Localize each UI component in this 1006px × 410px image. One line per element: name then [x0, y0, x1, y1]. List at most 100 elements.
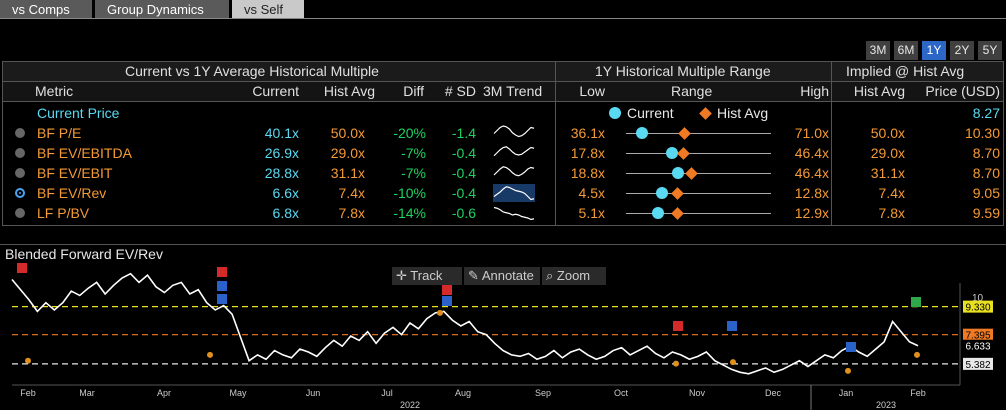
period-2y-button[interactable]: 2Y — [950, 41, 974, 60]
table-row[interactable]: BF EV/EBITDA 26.9x 29.0x -7% -0.4 17.8x 46.4x 2… — [3, 143, 1003, 163]
hist-avg-marker — [678, 127, 691, 140]
col-header-metric[interactable]: Metric — [35, 82, 73, 101]
event-marker — [673, 361, 679, 367]
col-header-diff[interactable]: Diff — [378, 82, 424, 101]
table-row[interactable]: BF EV/EBIT 28.8x 31.1x -7% -0.4 18.8x 46.4x 31.… — [3, 163, 1003, 183]
metric-label: LF P/BV — [37, 203, 89, 223]
event-flag-icon — [442, 296, 452, 306]
col-header-high[interactable]: High — [773, 82, 829, 101]
diff-value: -7% — [378, 143, 426, 163]
x-tick-label: Mar — [79, 388, 95, 398]
sd-value: -0.4 — [428, 163, 476, 183]
lower-band-label: 5.382 — [965, 360, 990, 371]
col-header-implied-hist-avg[interactable]: Hist Avg — [835, 82, 905, 101]
event-marker — [845, 368, 851, 374]
col-header-range[interactable]: Range — [671, 82, 712, 101]
sd-value: -0.4 — [428, 143, 476, 163]
range-track — [626, 153, 771, 154]
trend-line — [494, 126, 534, 137]
trend-sparkline — [493, 164, 535, 182]
event-marker — [207, 352, 213, 358]
trend-line — [494, 208, 534, 220]
metric-label: BF EV/EBIT — [37, 163, 112, 183]
current-marker — [636, 127, 648, 139]
col-header-low[interactable]: Low — [555, 82, 605, 101]
tab-divider — [0, 18, 1006, 19]
row-select-radio[interactable] — [15, 168, 25, 178]
low-value: 5.1x — [555, 203, 605, 223]
current-marker — [666, 147, 678, 159]
implied-hist-avg-value: 7.4x — [835, 183, 905, 203]
hist-avg-marker — [677, 147, 690, 160]
x-tick-label: Jul — [381, 388, 393, 398]
tab-vs-self[interactable]: vs Self — [232, 0, 304, 19]
table-row[interactable]: BF P/E 40.1x 50.0x -20% -1.4 36.1x 71.0x 50.0x 1… — [3, 123, 1003, 143]
range-track — [626, 193, 771, 194]
period-5y-button[interactable]: 5Y — [978, 41, 1002, 60]
range-track — [626, 173, 771, 174]
x-tick-label: Jun — [306, 388, 321, 398]
tab-bar: vs Comps Group Dynamics vs Self — [0, 0, 1006, 19]
event-flag-icon — [217, 294, 227, 304]
event-flag-icon — [442, 285, 452, 295]
row-select-radio[interactable] — [15, 148, 25, 158]
event-marker — [25, 358, 31, 364]
col-header-price-usd[interactable]: Price (USD) — [908, 82, 1000, 101]
high-value: 46.4x — [773, 143, 829, 163]
current-price-label: Current Price — [37, 103, 119, 123]
high-value: 46.4x — [773, 163, 829, 183]
legend-hist-avg-marker — [699, 107, 712, 120]
chart-divider — [0, 244, 1006, 245]
event-flag-icon — [727, 321, 737, 331]
current-value-label: 6.633 — [965, 342, 990, 353]
diff-value: -14% — [378, 203, 426, 223]
metric-label: BF EV/EBITDA — [37, 143, 132, 163]
hist-avg-marker — [671, 207, 684, 220]
group-header-range: 1Y Historical Multiple Range — [595, 62, 771, 81]
range-track — [626, 213, 771, 214]
trend-line — [494, 167, 534, 176]
row-select-radio[interactable] — [15, 188, 25, 198]
period-3m-button[interactable]: 3M — [866, 41, 890, 60]
hist-avg-value: 29.0x — [303, 143, 365, 163]
x-tick-label: Nov — [689, 388, 706, 398]
trend-sparkline — [493, 204, 535, 222]
hist-avg-marker — [685, 167, 698, 180]
x-tick-label: Oct — [614, 388, 629, 398]
trend-sparkline — [493, 184, 535, 202]
diff-value: -10% — [378, 183, 426, 203]
ev-rev-series — [12, 274, 918, 374]
x-tick-label: Jan — [839, 388, 854, 398]
row-select-radio[interactable] — [15, 128, 25, 138]
metric-label: BF P/E — [37, 123, 81, 143]
tab-group-dynamics[interactable]: Group Dynamics — [95, 0, 229, 19]
table-row[interactable]: BF EV/Rev 6.6x 7.4x -10% -0.4 4.5x 12.8x 7.4x 9.… — [3, 183, 1003, 203]
low-value: 36.1x — [555, 123, 605, 143]
legend-hist-avg-label: Hist Avg — [717, 103, 768, 123]
col-header-sd[interactable]: # SD — [428, 82, 476, 101]
hist-avg-value: 31.1x — [303, 163, 365, 183]
metric-label: BF EV/Rev — [37, 183, 106, 203]
implied-price-value: 9.05 — [908, 183, 1000, 203]
current-value: 28.8x — [235, 163, 299, 183]
col-header-current[interactable]: Current — [235, 82, 299, 101]
low-value: 17.8x — [555, 143, 605, 163]
event-flag-icon — [911, 297, 921, 307]
col-header-hist-avg[interactable]: Hist Avg — [303, 82, 375, 101]
table-row[interactable]: LF P/BV 6.8x 7.8x -14% -0.6 5.1x 12.9x 7.8x 9.59 — [3, 203, 1003, 223]
tab-vs-comps[interactable]: vs Comps — [0, 0, 92, 19]
current-value: 6.6x — [235, 183, 299, 203]
period-6m-button[interactable]: 6M — [894, 41, 918, 60]
trend-sparkline — [493, 144, 535, 162]
period-1y-button[interactable]: 1Y — [922, 41, 946, 60]
event-marker — [914, 352, 920, 358]
row-select-radio[interactable] — [15, 208, 25, 218]
event-flag-icon — [217, 267, 227, 277]
low-value: 18.8x — [555, 163, 605, 183]
column-header-row: Metric Current Hist Avg Diff # SD 3M Tre… — [3, 82, 1003, 102]
col-header-3m-trend[interactable]: 3M Trend — [483, 82, 542, 101]
event-marker — [437, 310, 443, 316]
implied-hist-avg-value: 7.8x — [835, 203, 905, 223]
x-tick-label: Feb — [910, 388, 926, 398]
